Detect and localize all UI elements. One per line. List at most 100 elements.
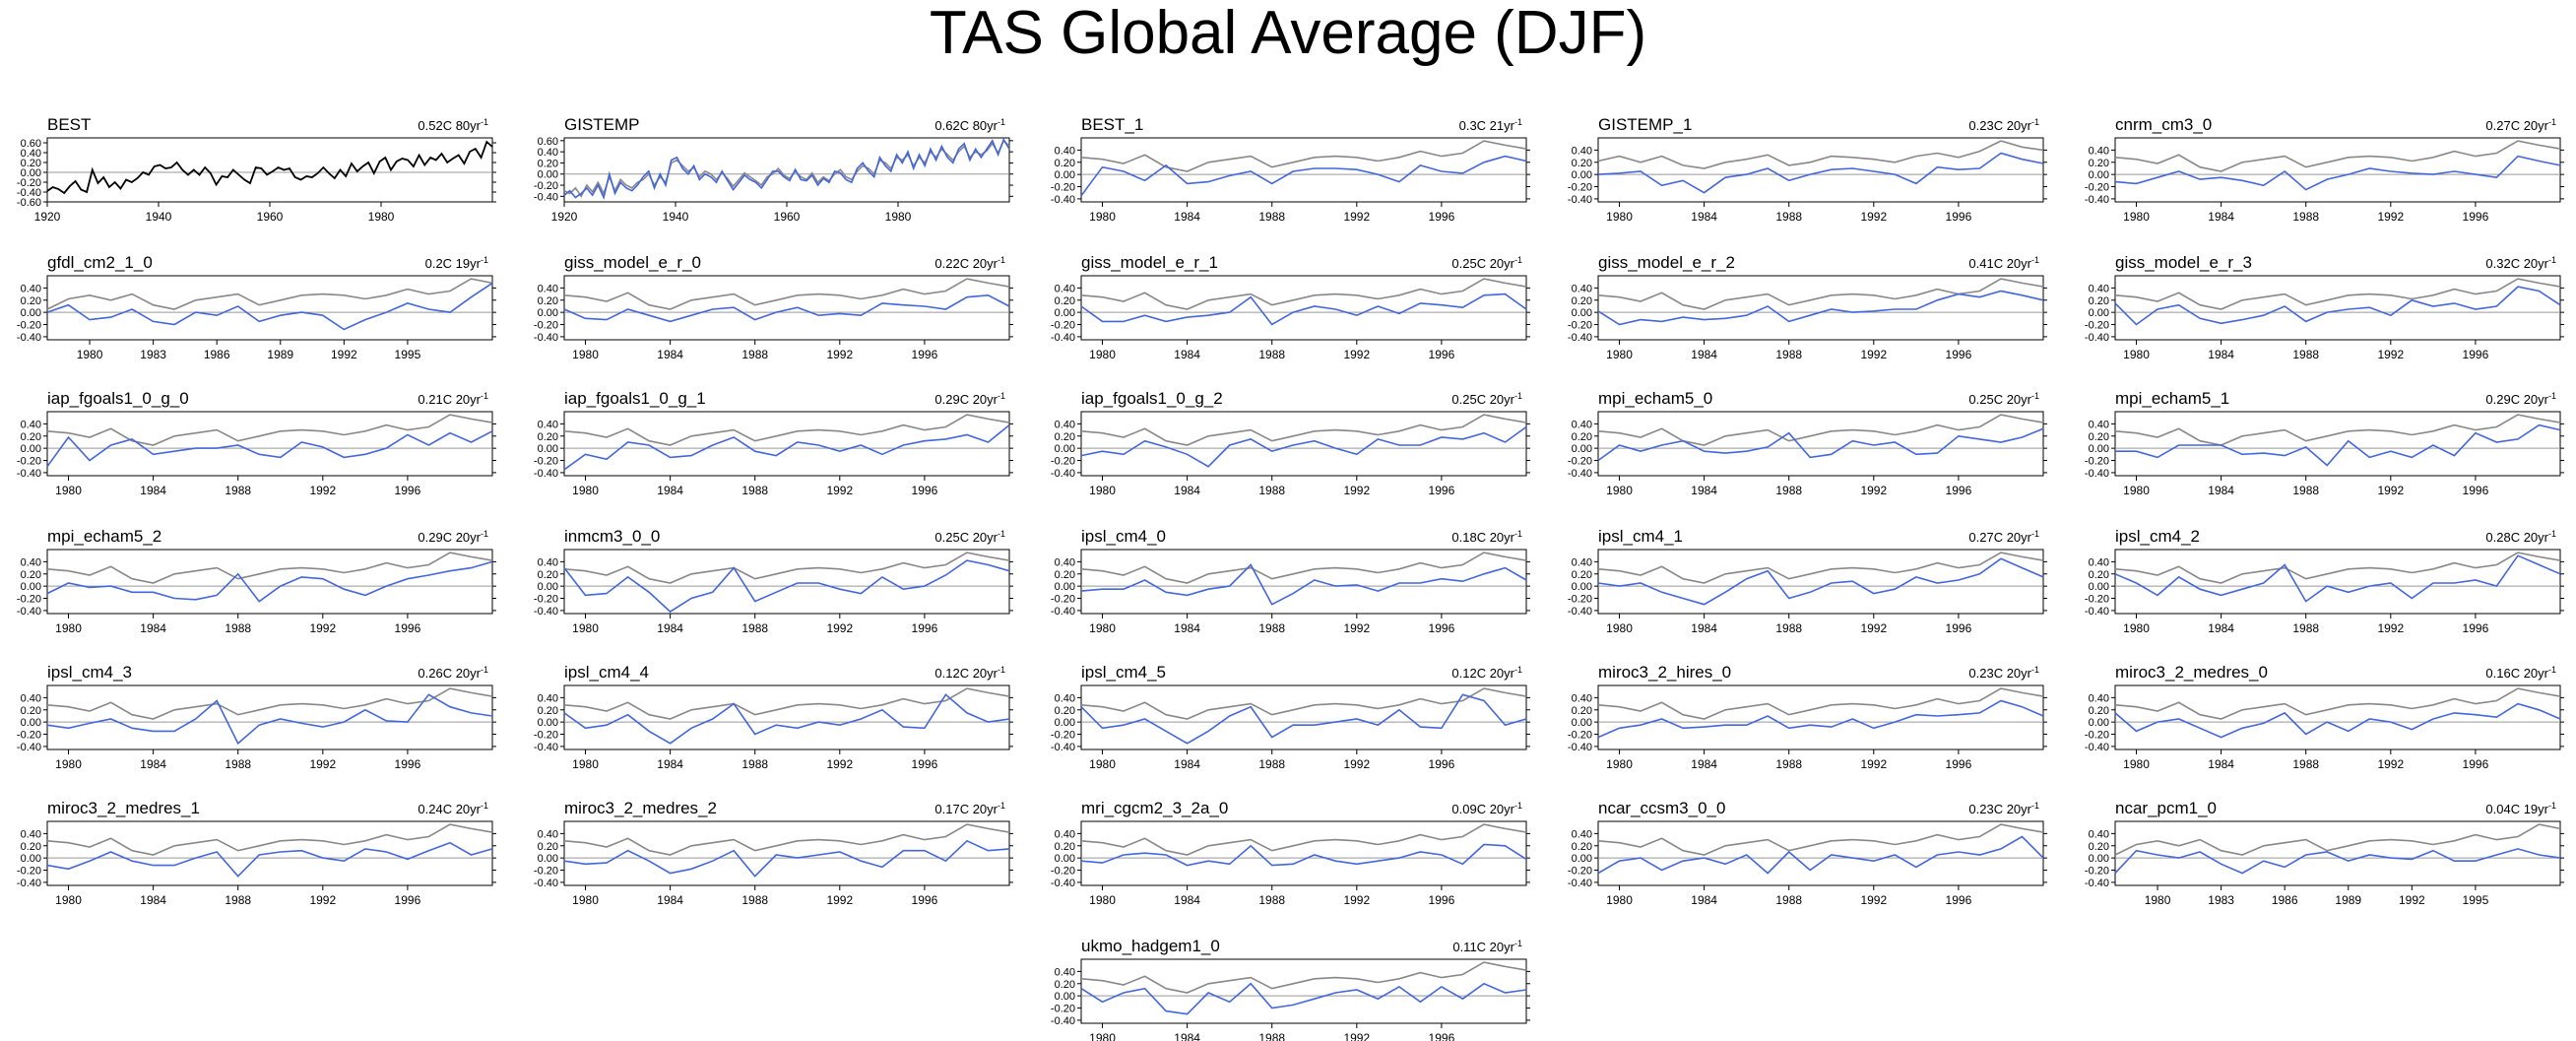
series-line-observed bbox=[2114, 140, 2561, 172]
x-tick-label: 1992 bbox=[309, 484, 336, 497]
x-tick-label: 1984 bbox=[657, 621, 683, 635]
y-tick-label: -0.20 bbox=[2085, 594, 2109, 606]
x-tick-label: 1988 bbox=[1775, 348, 1802, 361]
y-tick-label: -0.40 bbox=[1568, 606, 1592, 618]
x-tick-label: 1980 bbox=[2123, 757, 2150, 771]
series-line-observed bbox=[2114, 823, 2561, 856]
series-line-model bbox=[1597, 835, 2044, 875]
plot-frame bbox=[46, 684, 493, 750]
x-tick-label: 1983 bbox=[140, 348, 166, 361]
plot-frame bbox=[1080, 549, 1527, 615]
panel-trend: 0.25C 20yr-1 bbox=[934, 529, 1005, 545]
series-line-model bbox=[2114, 155, 2561, 191]
x-tick-label: 1980 bbox=[1606, 210, 1633, 224]
plot-frame bbox=[1080, 958, 1527, 1024]
series-line-observed bbox=[1597, 414, 2044, 446]
panel-ncar_ccsm3_0_0: ncar_ccsm3_0_0 0.23C 20yr-10.400.200.00-0… bbox=[1568, 799, 2047, 907]
y-tick-label: 0.00 bbox=[538, 169, 558, 181]
series-line-observed bbox=[46, 552, 493, 584]
y-tick-label: 0.00 bbox=[1055, 853, 1075, 865]
series-line-observed bbox=[2114, 278, 2561, 310]
x-tick-label: 1992 bbox=[309, 621, 336, 635]
x-tick-label: 1992 bbox=[2377, 757, 2404, 771]
y-tick-label: -0.40 bbox=[1051, 194, 1075, 206]
x-tick-label: 1984 bbox=[1174, 893, 1200, 907]
panel-title: giss_model_e_r_3 bbox=[2115, 253, 2252, 272]
panel-title: iap_fgoals1_0_g_2 bbox=[1081, 389, 1223, 408]
plot-frame bbox=[1080, 684, 1527, 750]
x-tick-label: 1992 bbox=[1343, 757, 1370, 771]
x-tick-label: 1992 bbox=[2377, 348, 2404, 361]
series-line-observed bbox=[2114, 687, 2561, 720]
panel-title: inmcm3_0_0 bbox=[564, 527, 660, 546]
x-tick-label: 1988 bbox=[741, 348, 768, 361]
series-line-model bbox=[1080, 293, 1527, 326]
x-tick-label: 1984 bbox=[1174, 348, 1200, 361]
panel-title: giss_model_e_r_0 bbox=[564, 253, 701, 272]
panel-title: BEST bbox=[47, 115, 91, 134]
x-tick-label: 1980 bbox=[55, 484, 82, 497]
series-line-observed bbox=[563, 687, 1010, 720]
x-tick-label: 1996 bbox=[1429, 484, 1455, 497]
series-line-model bbox=[1597, 557, 2044, 606]
x-tick-label: 1984 bbox=[657, 893, 683, 907]
y-tick-label: -0.40 bbox=[1051, 1015, 1075, 1027]
panel-title: ipsl_cm4_5 bbox=[1081, 663, 1166, 682]
y-tick-label: -0.40 bbox=[17, 187, 41, 199]
panel-trend: 0.16C 20yr-1 bbox=[2485, 665, 2556, 681]
x-tick-label: 1984 bbox=[2208, 348, 2234, 361]
y-tick-label: -0.40 bbox=[17, 332, 41, 344]
y-tick-label: -0.20 bbox=[2085, 456, 2109, 468]
panel-trend: 0.29C 20yr-1 bbox=[418, 529, 488, 545]
x-tick-label: 1980 bbox=[1606, 621, 1633, 635]
panel-mpi_echam5_0: mpi_echam5_0 0.25C 20yr-1 0.400.200.00-0.2… bbox=[1568, 389, 2047, 497]
panel-miroc3_2_medres_0: miroc3_2_medres_0 0.16C 20yr-1 0.400.200.0… bbox=[2085, 663, 2564, 771]
series-line-model bbox=[563, 137, 1010, 200]
x-tick-label: 1996 bbox=[395, 757, 421, 771]
panel-title: iap_fgoals1_0_g_0 bbox=[47, 389, 189, 408]
x-tick-label: 1988 bbox=[1775, 893, 1802, 907]
y-tick-label: 0.40 bbox=[1572, 692, 1592, 704]
trend-unit: -1 bbox=[2031, 255, 2039, 265]
x-tick-label: 1980 bbox=[55, 893, 82, 907]
y-tick-label: 0.20 bbox=[1055, 295, 1075, 307]
x-tick-label: 1996 bbox=[1429, 893, 1455, 907]
y-tick-label: 0.20 bbox=[538, 295, 558, 307]
y-tick-label: 0.40 bbox=[21, 692, 41, 704]
y-tick-label: 0.40 bbox=[21, 828, 41, 840]
x-tick-label: 1992 bbox=[1860, 210, 1887, 224]
y-tick-label: -0.40 bbox=[534, 878, 558, 889]
x-tick-label: 1996 bbox=[2463, 484, 2489, 497]
panel-gfdl_cm2_1_0: gfdl_cm2_1_0 0.2C 19yr-1 0.400.200.00-0.20… bbox=[17, 253, 496, 361]
x-tick-label: 1984 bbox=[657, 348, 683, 361]
series-line-BEST bbox=[46, 140, 493, 195]
x-tick-label: 1984 bbox=[1691, 348, 1717, 361]
y-tick-label: -0.40 bbox=[1051, 332, 1075, 344]
y-tick-label: 0.40 bbox=[1572, 145, 1592, 157]
panel-title: ipsl_cm4_1 bbox=[1598, 527, 1683, 546]
trend-unit: -1 bbox=[1514, 391, 1522, 401]
panel-title: ipsl_cm4_3 bbox=[47, 663, 132, 682]
x-tick-label: 1984 bbox=[1691, 621, 1717, 635]
y-tick-label: 0.00 bbox=[2089, 717, 2109, 729]
y-tick-label: -0.20 bbox=[534, 180, 558, 192]
panel-trend: 0.12C 20yr-1 bbox=[934, 665, 1005, 681]
y-tick-label: 0.00 bbox=[21, 443, 41, 455]
x-tick-label: 1980 bbox=[2123, 621, 2150, 635]
trend-unit: -1 bbox=[2031, 665, 2039, 675]
series-line-observed bbox=[1080, 414, 1527, 446]
y-tick-label: 0.20 bbox=[538, 841, 558, 853]
y-tick-label: 0.20 bbox=[1055, 705, 1075, 717]
x-tick-label: 1980 bbox=[1089, 893, 1116, 907]
y-tick-label: 0.00 bbox=[1055, 991, 1075, 1003]
x-tick-label: 1996 bbox=[1946, 210, 1972, 224]
panel-trend: 0.32C 20yr-1 bbox=[2485, 255, 2556, 271]
trend-unit: -1 bbox=[2031, 529, 2039, 539]
trend-unit: -1 bbox=[481, 801, 488, 811]
y-tick-label: 0.20 bbox=[1572, 841, 1592, 853]
y-tick-label: 0.40 bbox=[1055, 283, 1075, 294]
y-tick-label: -0.20 bbox=[1051, 594, 1075, 606]
x-tick-label: 1988 bbox=[1258, 1031, 1285, 1041]
panel-title: miroc3_2_medres_0 bbox=[2115, 663, 2268, 682]
x-tick-label: 1980 bbox=[572, 621, 599, 635]
